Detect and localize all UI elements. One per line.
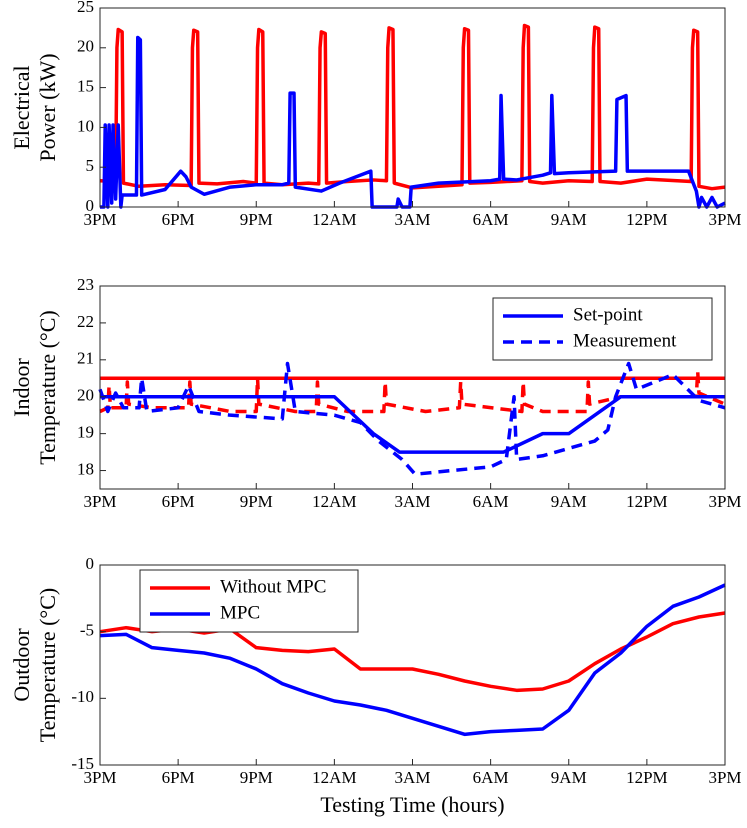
y-tick-label: 0 (86, 554, 95, 573)
x-tick-label: 12PM (626, 768, 668, 787)
legend-box (139, 569, 359, 633)
x-tick-label: 9PM (240, 492, 273, 511)
y-axis-label: Temperature (°C) (35, 588, 60, 742)
y-tick-label: 22 (77, 312, 94, 331)
x-tick-label: 9PM (240, 768, 273, 787)
y-tick-label: 20 (77, 386, 94, 405)
x-tick-label: 12AM (312, 210, 356, 229)
x-tick-label: 12AM (312, 768, 356, 787)
y-tick-label: 23 (77, 275, 94, 294)
x-tick-label: 12PM (626, 210, 668, 229)
series-line (100, 35, 726, 209)
x-tick-label: 3PM (83, 768, 116, 787)
x-tick-label: 3PM (83, 492, 116, 511)
y-tick-label: 10 (77, 116, 94, 135)
x-tick-label: 12PM (626, 492, 668, 511)
x-tick-label: 12AM (312, 492, 356, 511)
y-tick-label: -5 (80, 621, 94, 640)
y-tick-label: 21 (77, 349, 94, 368)
x-tick-label: 9AM (551, 210, 587, 229)
series-line (99, 611, 726, 693)
x-tick-label: 6PM (162, 768, 195, 787)
y-tick-label: 20 (77, 37, 94, 56)
legend: Without MPC MPC (139, 569, 359, 633)
x-tick-label: 6PM (162, 210, 195, 229)
x-tick-label: 9AM (551, 768, 587, 787)
x-tick-label: 6AM (473, 210, 509, 229)
y-tick-label: 5 (86, 156, 95, 175)
x-tick-label: 3AM (395, 210, 431, 229)
x-tick-label: 3PM (708, 210, 741, 229)
y-axis-label: Power (kW) (35, 53, 60, 161)
y-axis-label: Temperature (°C) (35, 310, 60, 464)
x-tick-label: 9PM (240, 210, 273, 229)
x-tick-label: 3AM (395, 768, 431, 787)
x-tick-label: 6AM (473, 492, 509, 511)
x-tick-label: 6AM (473, 768, 509, 787)
x-tick-label: 3PM (708, 492, 741, 511)
x-tick-label: 6PM (162, 492, 195, 511)
legend-label: Without MPC (220, 576, 326, 597)
series-line (99, 583, 726, 737)
series-line (98, 361, 726, 476)
series-line (99, 23, 726, 191)
x-tick-label: 3PM (708, 768, 741, 787)
y-tick-label: 18 (77, 459, 94, 478)
y-axis-label: Electrical (9, 65, 34, 149)
legend-label: Measurement (573, 330, 677, 351)
y-tick-label: 0 (86, 196, 95, 215)
x-axis-label: Testing Time (hours) (320, 792, 504, 817)
x-tick-label: 9AM (551, 492, 587, 511)
y-axis-label: Indoor (9, 358, 34, 417)
legend-label: MPC (220, 602, 260, 623)
legend-label: Set-point (573, 304, 643, 325)
legend: Set-point Measurement (492, 297, 713, 361)
x-tick-label: 3AM (395, 492, 431, 511)
legend-box (492, 297, 713, 361)
y-tick-label: 19 (77, 423, 94, 442)
series-line (100, 394, 725, 454)
y-tick-label: -10 (71, 687, 94, 706)
y-axis-label: Outdoor (9, 628, 34, 702)
y-tick-label: -15 (71, 754, 94, 773)
x-tick-label: 3PM (83, 210, 116, 229)
y-tick-label: 15 (77, 77, 94, 96)
y-tick-label: 25 (77, 0, 94, 16)
